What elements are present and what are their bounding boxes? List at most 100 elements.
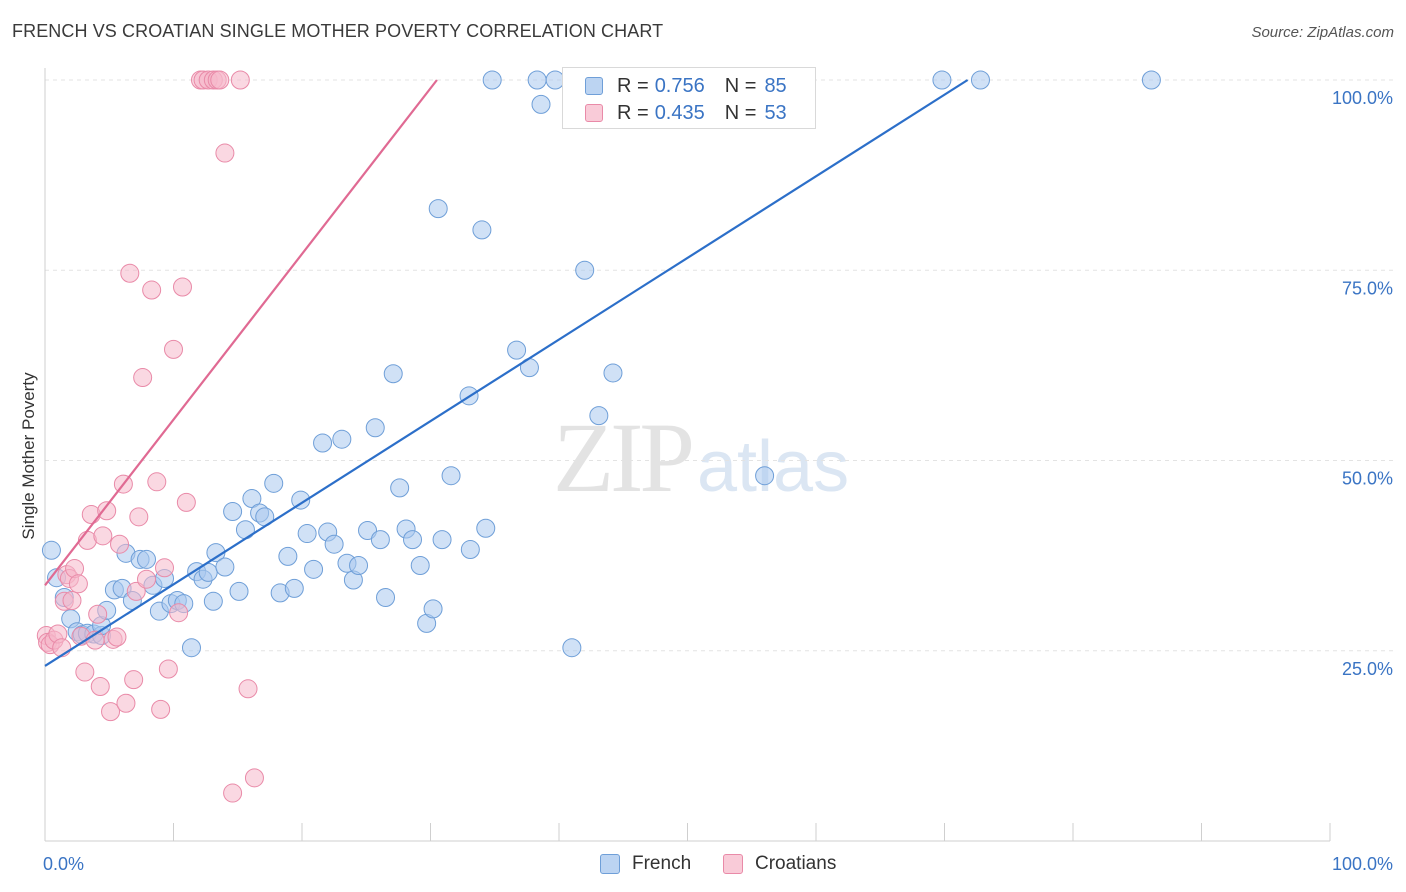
croatian-point (158, 659, 178, 679)
chart-title: FRENCH VS CROATIAN SINGLE MOTHER POVERTY… (12, 21, 664, 41)
trend-lines (44, 79, 969, 667)
croatian-trend-line (44, 79, 438, 586)
french-point (472, 220, 492, 240)
watermark: ZIPatlas (553, 400, 849, 515)
french-point (313, 433, 333, 453)
french-point (284, 578, 304, 598)
axes (44, 68, 1331, 842)
croatian-point (116, 693, 136, 713)
legend-r-value: 0.435 (654, 101, 705, 124)
french-legend-swatch (600, 854, 620, 874)
french-point (460, 540, 480, 560)
x-tick-label-start: 0.0% (43, 854, 84, 874)
french-legend-label: French (632, 853, 692, 874)
croatian-point (93, 526, 113, 546)
french-point (970, 70, 990, 90)
stats-legend: R = 0.756 N = 85 R = 0.435 N = 53 (562, 67, 816, 129)
croatian-point (133, 368, 153, 388)
croatian-point (75, 662, 95, 682)
watermark-atlas: atlas (697, 427, 850, 507)
croatian-point (110, 534, 130, 554)
french-point (482, 70, 502, 90)
french-point (507, 340, 527, 360)
croatian-point (137, 569, 157, 589)
french-point (370, 530, 390, 550)
legend-r-label: R = (617, 74, 649, 97)
french-point (562, 638, 582, 658)
french-point (41, 540, 61, 560)
french-point (376, 587, 396, 607)
legend-r-label: R = (617, 101, 649, 124)
french-point (423, 599, 443, 619)
croatian-point (169, 603, 189, 623)
croatian-point (88, 604, 108, 624)
series-legend-french[interactable]: French (600, 853, 691, 875)
french-point (203, 591, 223, 611)
croatian-point (129, 507, 149, 527)
french-point (223, 501, 243, 521)
croatian-point (124, 670, 144, 690)
french-point (390, 478, 410, 498)
croatian-point (147, 472, 167, 492)
tick-labels: 25.0% 50.0% 75.0% 100.0% 0.0% 100.0% Single Mo… (19, 88, 1393, 874)
y-tick-label: 50.0% (1342, 469, 1393, 489)
croatian-point (62, 591, 82, 611)
croatian-point (101, 702, 121, 722)
french-point (304, 559, 324, 579)
chart-source: Source: ZipAtlas.com (1251, 24, 1394, 41)
y-tick-label: 100.0% (1332, 88, 1393, 108)
legend-n-value: 85 (764, 74, 787, 97)
french-point (410, 556, 430, 576)
croatian-point (68, 574, 88, 594)
croatian-point (172, 277, 192, 297)
y-tick-label: 75.0% (1342, 278, 1393, 298)
french-point (264, 473, 284, 493)
french-swatch (585, 77, 603, 95)
french-point (297, 524, 317, 544)
french-point (181, 638, 201, 658)
french-point (332, 429, 352, 449)
french-point (441, 466, 461, 486)
french-point (229, 581, 249, 601)
french-point (235, 520, 255, 540)
french-point (589, 406, 609, 426)
legend-n-label: N = (724, 74, 757, 97)
french-point (575, 260, 595, 280)
croatian-swatch (585, 104, 603, 122)
french-trend-line (44, 79, 969, 667)
french-point (932, 70, 952, 90)
croatian-point (142, 280, 162, 300)
legend-r-value: 0.756 (654, 74, 705, 97)
croatian-point (120, 263, 140, 283)
french-point (1141, 70, 1161, 90)
croatian-points (36, 70, 264, 803)
x-tick-label-end: 100.0% (1332, 854, 1393, 874)
y-axis-label: Single Mother Poverty (19, 372, 38, 540)
grid-lines (45, 79, 1395, 652)
croatian-point (238, 679, 258, 699)
croatian-point (164, 339, 183, 359)
french-point (403, 530, 423, 550)
legend-n-value: 53 (764, 101, 787, 124)
legend-n-label: N = (724, 101, 757, 124)
croatian-point (97, 501, 117, 521)
croatian-point (107, 627, 127, 647)
legend-row-french: R = 0.756 N = 85 (585, 74, 787, 98)
french-point (324, 534, 344, 554)
french-point (291, 490, 311, 510)
french-point (137, 549, 157, 569)
legend-row-croatians: R = 0.435 N = 53 (585, 101, 787, 125)
french-point (349, 556, 369, 576)
french-point (278, 546, 298, 566)
croatian-point (126, 581, 146, 601)
watermark-zip: ZIP (553, 402, 695, 513)
french-point (527, 70, 547, 90)
french-point (476, 518, 496, 538)
french-point (432, 530, 452, 550)
croatian-point (176, 492, 196, 512)
series-legend-croatians[interactable]: Croatians (723, 853, 836, 875)
croatian-point (90, 677, 110, 697)
french-point (383, 364, 403, 384)
french-point (215, 557, 235, 577)
